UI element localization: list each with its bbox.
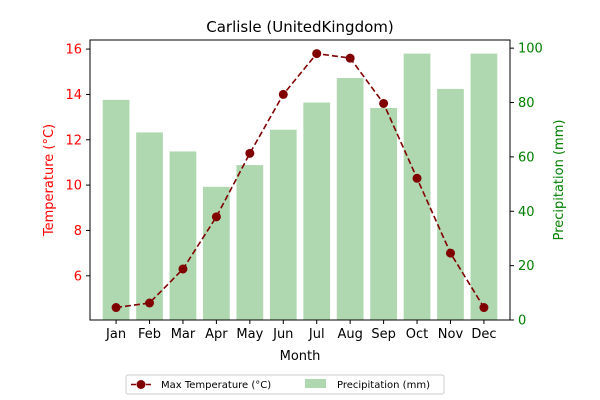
- temperature-point: [379, 98, 389, 108]
- y-axis-right: 0 20 40 60 80 100: [510, 42, 543, 329]
- y-left-tick-label: 10: [65, 179, 82, 194]
- precipitation-bar: [470, 53, 498, 321]
- precipitation-bar: [336, 78, 364, 320]
- x-tick-label: May: [236, 327, 263, 342]
- y-left-tick-label: 12: [65, 133, 82, 148]
- x-axis: Jan Feb Mar Apr May Jun Jul Aug Sep Oct Nov Dec: [105, 320, 496, 342]
- legend-precipitation-label: Precipitation (mm): [337, 380, 430, 391]
- y-right-tick-label: 60: [518, 150, 535, 165]
- x-tick-label: Jun: [272, 327, 293, 342]
- legend-temperature-marker: [136, 380, 146, 389]
- legend-precipitation-swatch: [305, 379, 326, 388]
- x-tick-label: Aug: [337, 327, 362, 342]
- temperature-point: [312, 49, 322, 59]
- legend: Max Temperature (°C) Precipitation (mm): [125, 374, 445, 395]
- precipitation-bar: [236, 165, 264, 320]
- precipitation-bar: [102, 99, 130, 321]
- temperature-point: [479, 303, 489, 313]
- y-axis-left-label: Temperature (°C): [42, 124, 57, 237]
- x-tick-label: Nov: [438, 327, 464, 342]
- legend-temperature-label: Max Temperature (°C): [161, 380, 271, 391]
- x-tick-label: Oct: [406, 327, 428, 342]
- legend-frame: [125, 374, 445, 395]
- precipitation-bar: [403, 53, 431, 321]
- x-tick-label: Dec: [471, 327, 496, 342]
- temperature-point: [245, 148, 255, 158]
- temperature-point: [412, 173, 422, 183]
- y-axis-right-label: Precipitation (mm): [552, 120, 567, 241]
- precipitation-bar: [269, 129, 297, 320]
- chart-title: Carlisle (UnitedKingdom): [206, 18, 393, 36]
- y-left-tick-label: 16: [65, 43, 82, 58]
- temperature-series-line: [115, 52, 485, 309]
- temperature-line: [111, 49, 489, 313]
- temperature-point: [145, 298, 155, 308]
- precipitation-bar: [169, 151, 197, 320]
- x-tick-label: Feb: [138, 327, 161, 342]
- x-axis-label: Month: [280, 349, 321, 364]
- plot-frame: [89, 39, 511, 321]
- temperature-point: [278, 89, 288, 99]
- y-left-tick-label: 8: [74, 224, 82, 239]
- y-left-tick-label: 14: [65, 88, 82, 103]
- temperature-point: [445, 248, 455, 258]
- y-right-tick-label: 0: [518, 314, 526, 329]
- temperature-point: [111, 303, 121, 313]
- y-right-tick-label: 100: [518, 42, 543, 57]
- precipitation-bar: [203, 186, 230, 320]
- temperature-point: [211, 212, 221, 222]
- precipitation-bar: [370, 107, 397, 320]
- x-tick-label: Sep: [371, 327, 396, 342]
- precipitation-bar: [303, 102, 331, 321]
- x-tick-label: Jul: [308, 327, 325, 342]
- precipitation-bar: [437, 88, 464, 320]
- precipitation-bars: [102, 53, 498, 321]
- x-tick-label: Apr: [205, 327, 228, 342]
- y-right-tick-label: 20: [518, 259, 535, 274]
- y-right-tick-label: 40: [518, 205, 535, 220]
- temperature-point: [178, 264, 188, 274]
- precipitation-bar: [136, 132, 163, 320]
- x-tick-label: Jan: [105, 327, 126, 342]
- temperature-point: [345, 53, 355, 63]
- y-left-tick-label: 6: [74, 269, 82, 284]
- y-axis-left: 6 8 10 12 14 16: [65, 43, 90, 284]
- y-right-tick-label: 80: [518, 96, 535, 111]
- x-tick-label: Mar: [171, 327, 196, 342]
